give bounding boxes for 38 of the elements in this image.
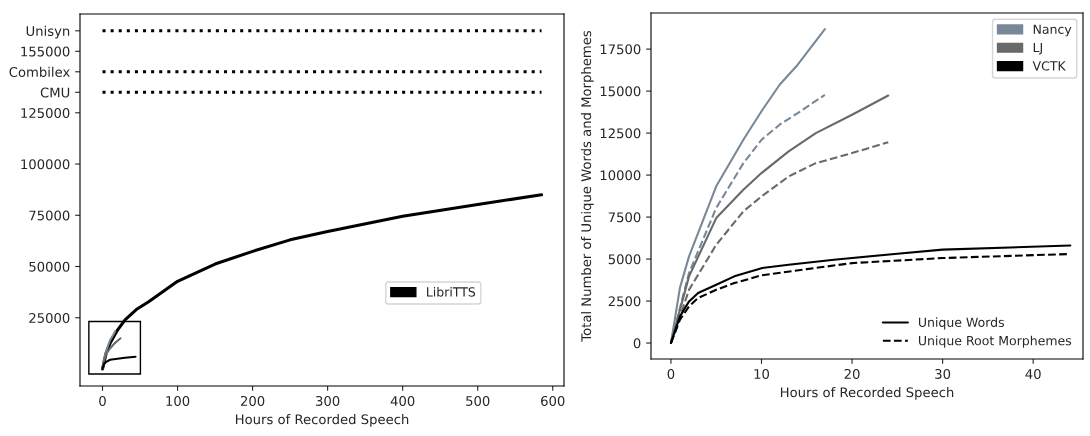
y-axis-title: Total Number of Unique Words and Morphemes: [580, 30, 594, 342]
y-tick-label: 50000: [29, 261, 70, 272]
y-tick-label: CMU: [40, 87, 70, 98]
y-tick-label: 75000: [29, 210, 70, 221]
x-tick-label: 600: [541, 395, 565, 406]
x-tick-label: 40: [1025, 368, 1041, 379]
y-tick-label: 5000: [608, 254, 641, 265]
legend-label: LibriTTS: [427, 286, 476, 297]
x-tick-label: 10: [754, 368, 770, 379]
legend-label: LJ: [1033, 42, 1042, 55]
x-axis-title: Hours of Recorded Speech: [780, 387, 954, 400]
y-tick-label: 10000: [600, 170, 641, 181]
x-tick-label: 200: [240, 395, 265, 406]
y-tick-label: 17500: [600, 44, 641, 55]
x-tick-label: 0: [99, 395, 106, 406]
x-tick-label: 500: [466, 395, 490, 406]
y-tick-label: 12500: [600, 128, 641, 139]
y-tick-label: 125000: [21, 108, 70, 118]
y-tick-label: Unisyn: [26, 25, 70, 39]
x-axis-title: Hours of Recorded Speech: [235, 414, 409, 427]
y-tick-label: 25000: [29, 312, 70, 323]
legend-label: VCTK: [1032, 61, 1066, 71]
y-tick-label: 2500: [608, 296, 641, 307]
annotation: Unique Words: [918, 317, 1004, 330]
x-tick-label: 30: [935, 368, 951, 379]
x-tick-label: 100: [166, 395, 190, 406]
x-tick-label: 400: [390, 395, 415, 406]
legend-label: Nancy: [1033, 24, 1072, 37]
y-tick-label: 7500: [608, 212, 641, 223]
y-tick-label: 15000: [600, 86, 641, 97]
x-tick-label: 300: [316, 395, 340, 406]
y-tick-label: 100000: [21, 159, 70, 170]
x-tick-label: 20: [844, 368, 860, 379]
y-tick-label: 0: [633, 338, 641, 349]
y-tick-label: Combilex: [9, 66, 70, 77]
x-tick-label: 0: [667, 368, 675, 379]
y-tick-label: 155000: [21, 46, 70, 57]
annotation: Unique Root Morphemes: [918, 335, 1072, 348]
